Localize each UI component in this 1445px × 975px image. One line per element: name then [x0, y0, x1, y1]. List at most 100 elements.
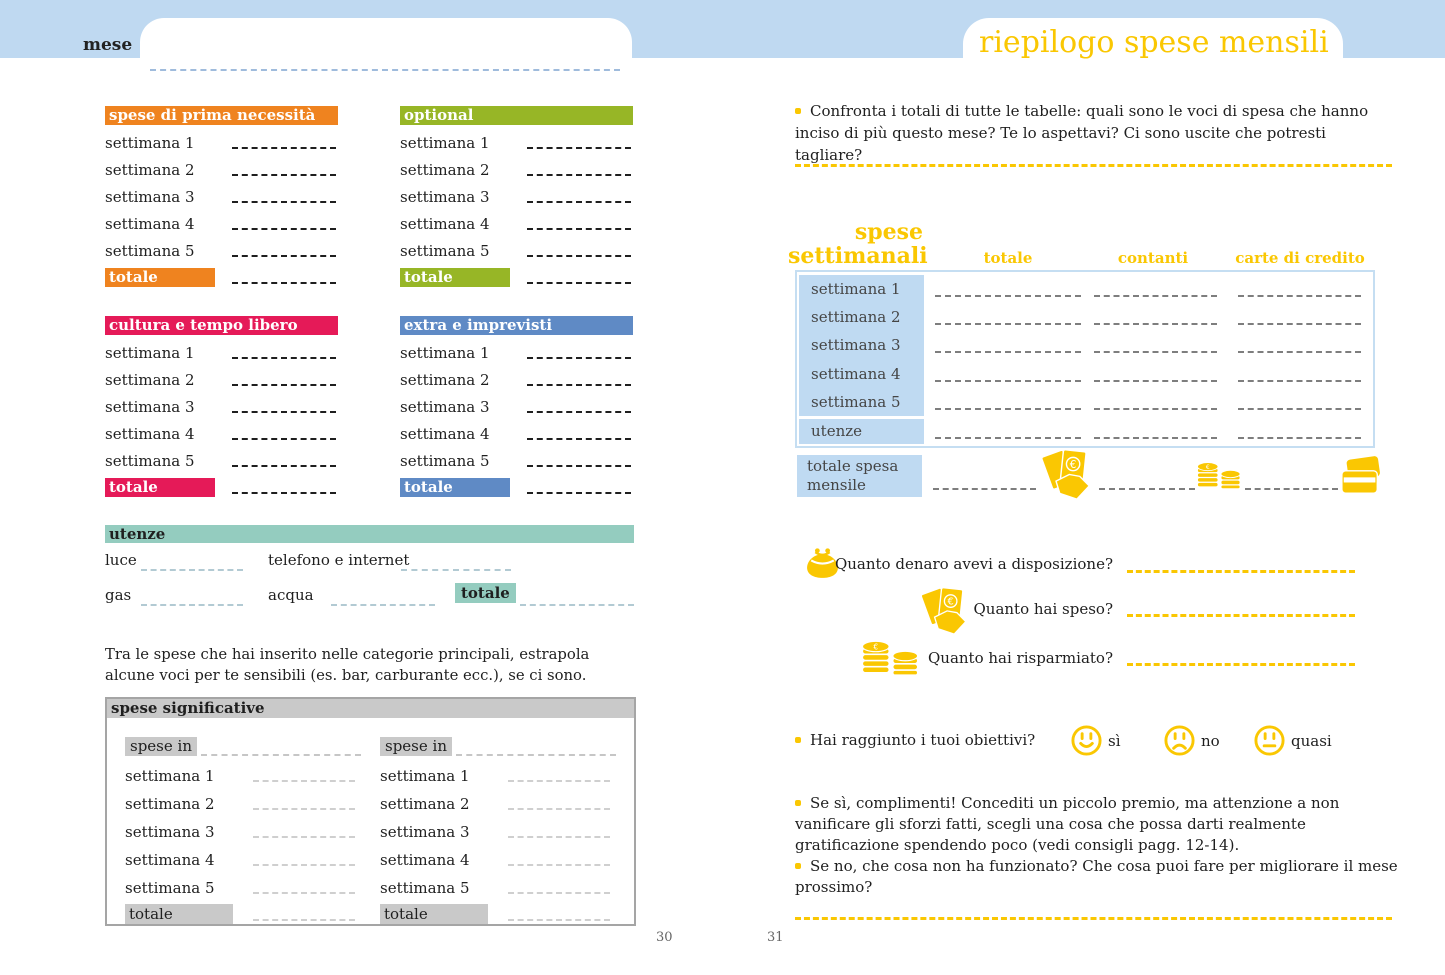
week-label: settimana 2	[105, 371, 195, 389]
answer-write-line[interactable]	[1127, 614, 1355, 617]
amount-write-line[interactable]	[232, 384, 336, 386]
significant-expenses-header: spese significative	[107, 699, 634, 718]
amount-write-line[interactable]	[253, 780, 355, 782]
table-row: settimana 5	[105, 239, 338, 266]
option-label-quasi[interactable]: quasi	[1291, 732, 1332, 750]
sad-face-icon[interactable]	[1163, 724, 1196, 757]
utility-write-line[interactable]	[401, 569, 511, 571]
total-write-line[interactable]	[508, 919, 610, 921]
amount-write-line[interactable]	[232, 357, 336, 359]
bullet-icon	[795, 108, 801, 114]
week-label: settimana 3	[400, 188, 490, 206]
banknotes-icon: €	[1037, 446, 1094, 501]
carte-write-line[interactable]	[1238, 380, 1361, 382]
total-write-line[interactable]	[527, 492, 631, 494]
carte-write-line[interactable]	[1238, 437, 1361, 439]
contanti-write-line[interactable]	[1094, 380, 1217, 382]
month-tab	[140, 18, 632, 78]
monthly-total-write-line[interactable]	[1245, 488, 1338, 490]
table-row: settimana 1	[400, 131, 633, 158]
totale-write-line[interactable]	[935, 323, 1081, 325]
monthly-total-write-line[interactable]	[933, 488, 1036, 490]
utilities-total-write-line[interactable]	[520, 604, 634, 606]
amount-write-line[interactable]	[527, 384, 631, 386]
amount-write-line[interactable]	[232, 147, 336, 149]
amount-write-line[interactable]	[508, 892, 610, 894]
amount-write-line[interactable]	[527, 411, 631, 413]
objectives-question-text: Hai raggiunto i tuoi obiettivi?	[810, 731, 1036, 749]
amount-write-line[interactable]	[253, 808, 355, 810]
spese-in-write-line[interactable]	[201, 754, 361, 756]
amount-write-line[interactable]	[253, 864, 355, 866]
totale-write-line[interactable]	[935, 437, 1081, 439]
amount-write-line[interactable]	[527, 174, 631, 176]
contanti-write-line[interactable]	[1094, 351, 1217, 353]
amount-write-line[interactable]	[232, 465, 336, 467]
totale-write-line[interactable]	[935, 380, 1081, 382]
amount-write-line[interactable]	[527, 255, 631, 257]
option-label-no[interactable]: no	[1201, 732, 1220, 750]
table-row: settimana 5	[400, 239, 633, 266]
contanti-write-line[interactable]	[1094, 323, 1217, 325]
totale-write-line[interactable]	[935, 351, 1081, 353]
contanti-write-line[interactable]	[1094, 437, 1217, 439]
total-write-line[interactable]	[232, 492, 336, 494]
amount-write-line[interactable]	[508, 780, 610, 782]
contanti-write-line[interactable]	[1094, 408, 1217, 410]
utility-write-line[interactable]	[141, 604, 243, 606]
amount-write-line[interactable]	[527, 147, 631, 149]
contanti-write-line[interactable]	[1094, 295, 1217, 297]
total-write-line[interactable]	[253, 919, 355, 921]
amount-write-line[interactable]	[232, 201, 336, 203]
amount-write-line[interactable]	[508, 808, 610, 810]
question-saved: Quanto hai risparmiato?	[927, 649, 1113, 667]
monthly-total-write-line[interactable]	[1099, 488, 1195, 490]
week-label: settimana 4	[400, 215, 490, 233]
carte-write-line[interactable]	[1238, 351, 1361, 353]
question-available: Quanto denaro avevi a disposizione?	[834, 555, 1113, 573]
amount-write-line[interactable]	[232, 411, 336, 413]
answer-write-line[interactable]	[1127, 570, 1355, 573]
carte-write-line[interactable]	[1238, 408, 1361, 410]
advice-yes-text: Se sì, complimenti! Concediti un piccolo…	[795, 794, 1340, 854]
amount-write-line[interactable]	[527, 228, 631, 230]
table-row: settimana 3	[105, 395, 338, 422]
bullet-icon	[795, 863, 801, 869]
bullet-icon	[795, 800, 801, 806]
table-row: settimana 1	[400, 341, 633, 368]
carte-write-line[interactable]	[1238, 323, 1361, 325]
neutral-face-icon[interactable]	[1253, 724, 1286, 757]
utility-write-line[interactable]	[331, 604, 435, 606]
month-write-line[interactable]	[150, 69, 620, 71]
table-row: settimana 5	[125, 876, 361, 904]
amount-write-line[interactable]	[232, 255, 336, 257]
totale-write-line[interactable]	[935, 408, 1081, 410]
amount-write-line[interactable]	[232, 228, 336, 230]
amount-write-line[interactable]	[253, 892, 355, 894]
amount-write-line[interactable]	[527, 465, 631, 467]
total-label: totale	[125, 904, 233, 924]
carte-write-line[interactable]	[1238, 295, 1361, 297]
amount-write-line[interactable]	[508, 864, 610, 866]
amount-write-line[interactable]	[232, 174, 336, 176]
utility-write-line[interactable]	[141, 569, 243, 571]
total-row: totale	[400, 478, 633, 500]
category-table-extra: extra e imprevisti settimana 1 settimana…	[400, 316, 633, 500]
happy-face-icon[interactable]	[1070, 724, 1103, 757]
week-label: settimana 1	[400, 134, 490, 152]
category-header: cultura e tempo libero	[105, 316, 338, 335]
option-label-si[interactable]: sì	[1108, 732, 1121, 750]
amount-write-line[interactable]	[527, 438, 631, 440]
total-write-line[interactable]	[232, 282, 336, 284]
amount-write-line[interactable]	[527, 357, 631, 359]
answer-write-line[interactable]	[1127, 663, 1355, 666]
table-row: settimana 2	[400, 368, 633, 395]
spese-in-write-line[interactable]	[456, 754, 616, 756]
total-write-line[interactable]	[527, 282, 631, 284]
amount-write-line[interactable]	[232, 438, 336, 440]
amount-write-line[interactable]	[527, 201, 631, 203]
amount-write-line[interactable]	[253, 836, 355, 838]
amount-write-line[interactable]	[508, 836, 610, 838]
totale-write-line[interactable]	[935, 295, 1081, 297]
